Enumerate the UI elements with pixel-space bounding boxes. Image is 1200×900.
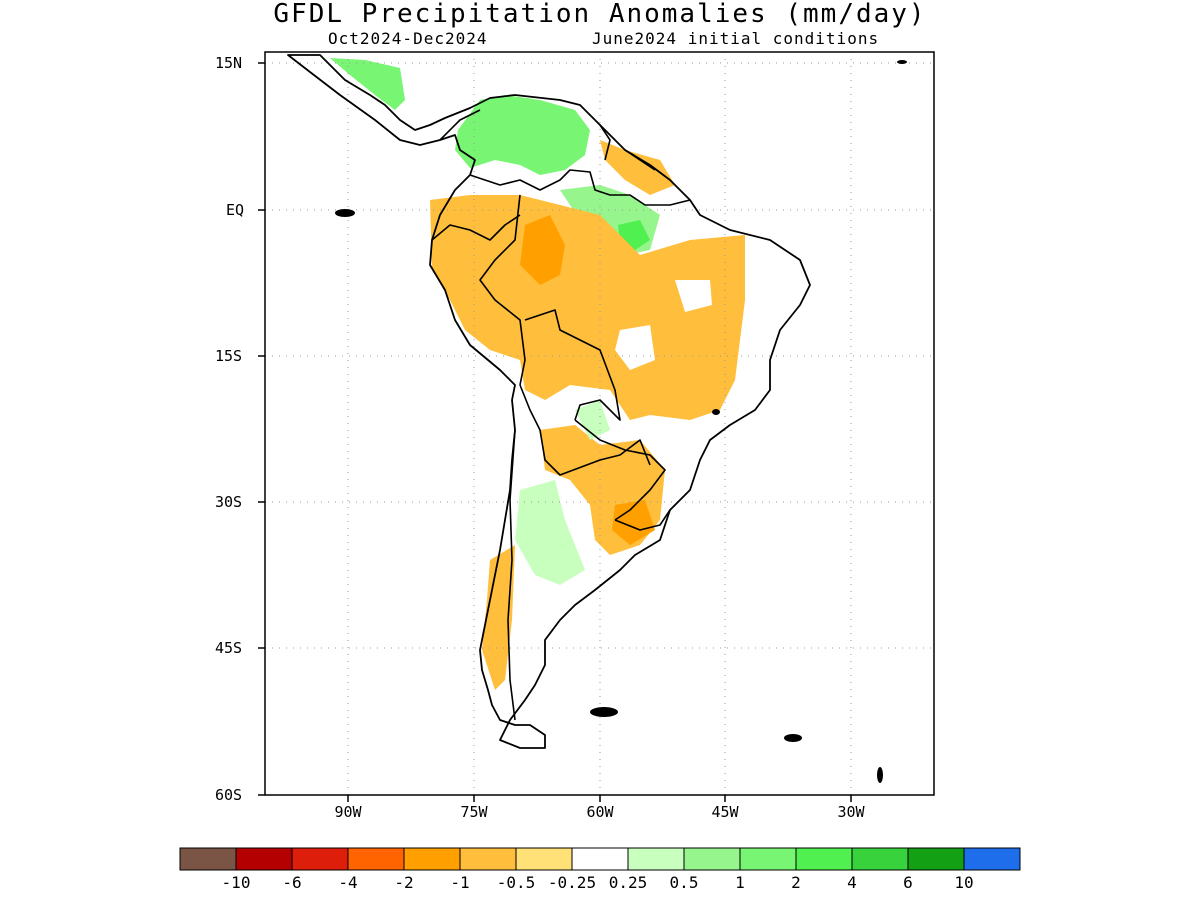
colorbar-label: -1 — [450, 873, 470, 892]
colorbar-box — [683, 847, 741, 871]
anomaly-near-normal-brazil — [615, 325, 655, 370]
colorbar-label: 0.25 — [608, 873, 648, 892]
forecast-period: Oct2024-Dec2024 — [328, 29, 488, 48]
map-title: GFDL Precipitation Anomalies (mm/day) — [273, 0, 927, 29]
anomaly-dry-guianas — [600, 140, 675, 195]
lon-label-45w: 45W — [711, 803, 739, 821]
lat-label-eq: EQ — [226, 201, 245, 219]
lat-label-30s: 30S — [215, 493, 243, 511]
anomaly-near-normal-brazil-2 — [675, 280, 712, 312]
colorbar — [179, 847, 1021, 871]
anomaly-dry-amazon-core — [520, 215, 565, 285]
anomaly-dry-amazon — [430, 195, 745, 420]
lon-label-30w: 30W — [837, 803, 865, 821]
lat-lon-grid — [265, 52, 934, 795]
colorbar-label: 2 — [791, 873, 801, 892]
colorbar-box — [347, 847, 405, 871]
colorbar-box — [571, 847, 629, 871]
lon-label-75w: 75W — [460, 803, 488, 821]
colorbar-label: 6 — [903, 873, 913, 892]
colorbar-box — [403, 847, 461, 871]
colorbar-box — [627, 847, 685, 871]
colorbar-label: -0.5 — [496, 873, 536, 892]
colorbar-label: 1 — [735, 873, 745, 892]
anomaly-wet-paraguay — [575, 400, 610, 440]
colorbar-label: 0.5 — [669, 873, 699, 892]
lon-label-90w: 90W — [334, 803, 362, 821]
lat-label-60s: 60S — [215, 786, 243, 804]
colorbar-box — [907, 847, 965, 871]
anomaly-dry-south-core — [612, 500, 655, 545]
colorbar-box — [179, 847, 237, 871]
colorbar-box — [235, 847, 293, 871]
anomaly-fields — [330, 58, 745, 690]
anomaly-wet-venezuela — [455, 95, 590, 175]
colorbar-label: 10 — [954, 873, 974, 892]
anomaly-dry-chile — [482, 545, 515, 690]
colorbar-label: 4 — [847, 873, 857, 892]
axis-ticks — [258, 62, 852, 802]
colorbar-label: -2 — [394, 873, 414, 892]
colorbar-box — [459, 847, 517, 871]
lon-label-60w: 60W — [586, 803, 614, 821]
colorbar-label: -4 — [338, 873, 358, 892]
islands — [335, 60, 907, 783]
lat-label-45s: 45S — [215, 639, 243, 657]
colorbar-box — [515, 847, 573, 871]
colorbar-box — [963, 847, 1021, 871]
anomaly-wet-argentina — [515, 480, 585, 585]
colorbar-box — [851, 847, 909, 871]
colorbar-label: -10 — [221, 873, 251, 892]
colorbar-box — [739, 847, 797, 871]
colorbar-label: -6 — [282, 873, 302, 892]
lat-label-15s: 15S — [215, 347, 243, 365]
colorbar-label: -0.25 — [547, 873, 597, 892]
initial-conditions: June2024 initial conditions — [592, 29, 880, 48]
anomaly-wet-north — [330, 58, 405, 110]
colorbar-box — [795, 847, 853, 871]
country-borders — [431, 109, 691, 721]
lat-label-15n: 15N — [215, 54, 243, 72]
colorbar-box — [291, 847, 349, 871]
